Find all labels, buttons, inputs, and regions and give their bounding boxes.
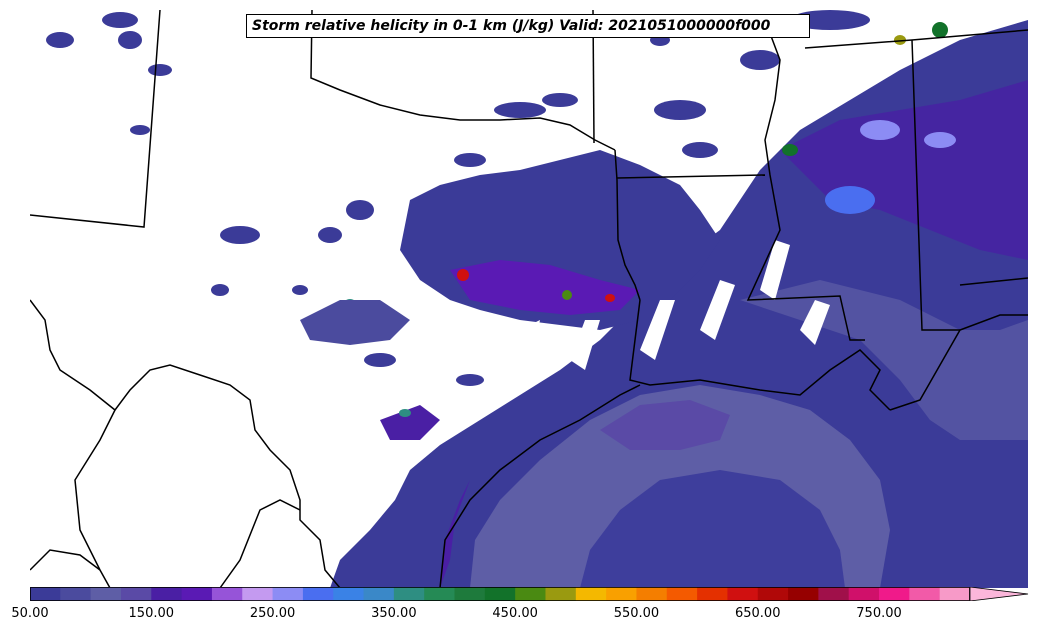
colorbar-segment — [575, 587, 607, 601]
colorbar-segment — [60, 587, 92, 601]
helicity-field-central — [300, 150, 720, 440]
colorbar-segment — [697, 587, 728, 601]
colorbar-segment — [939, 587, 971, 601]
colorbar-segment — [90, 587, 122, 601]
colorbar-tick-label: 250.00 — [249, 606, 296, 621]
colorbar-segment — [727, 587, 759, 601]
colorbar-segment — [848, 587, 880, 601]
colorbar-segment — [515, 587, 546, 601]
colorbar-segment — [151, 587, 183, 601]
colorbar-segment — [120, 587, 152, 601]
colorbar-segment — [424, 587, 456, 601]
colorbar-segment — [666, 587, 698, 601]
colorbar-tick-label: 650.00 — [734, 606, 781, 621]
colorbar-segment — [333, 587, 365, 601]
map-title: Storm relative helicity in 0-1 km (J/kg)… — [246, 14, 810, 38]
field-gaps — [500, 240, 830, 380]
colorbar-tick-label: 350.00 — [371, 606, 417, 621]
colorbar-extend-arrow — [969, 587, 1029, 601]
colorbar-segment — [545, 587, 577, 601]
state-boundaries — [30, 10, 1028, 588]
colorbar-tick-label: 550.00 — [613, 606, 660, 621]
colorbar-segment — [393, 587, 425, 601]
colorbar-segment — [211, 587, 243, 601]
colorbar-segment — [454, 587, 486, 601]
colorbar-segment — [242, 587, 274, 601]
colorbar-segment — [363, 587, 395, 601]
colorbar-segment — [272, 587, 304, 601]
colorbar-border — [30, 587, 970, 601]
colorbar-segment — [757, 587, 789, 601]
colorbar-tick-label: 750.00 — [856, 606, 902, 621]
colorbar-segment — [636, 587, 668, 601]
colorbar-segment — [788, 587, 819, 601]
colorbar-segment — [302, 587, 334, 601]
colorbar-segment — [818, 587, 850, 601]
colorbar-segment — [484, 587, 516, 601]
colorbar-tick-label: 50.00 — [11, 606, 49, 621]
colorbar-segment — [909, 587, 941, 601]
colorbar-tick-label: 450.00 — [492, 606, 538, 621]
helicity-field-north — [46, 10, 870, 386]
colorbar-segment — [181, 587, 213, 601]
colorbar — [30, 587, 1029, 601]
colorbar-segment — [30, 587, 61, 601]
colorbar-segment — [879, 587, 910, 601]
colorbar-segment — [606, 587, 637, 601]
colorbar-tick-label: 150.00 — [128, 606, 175, 621]
